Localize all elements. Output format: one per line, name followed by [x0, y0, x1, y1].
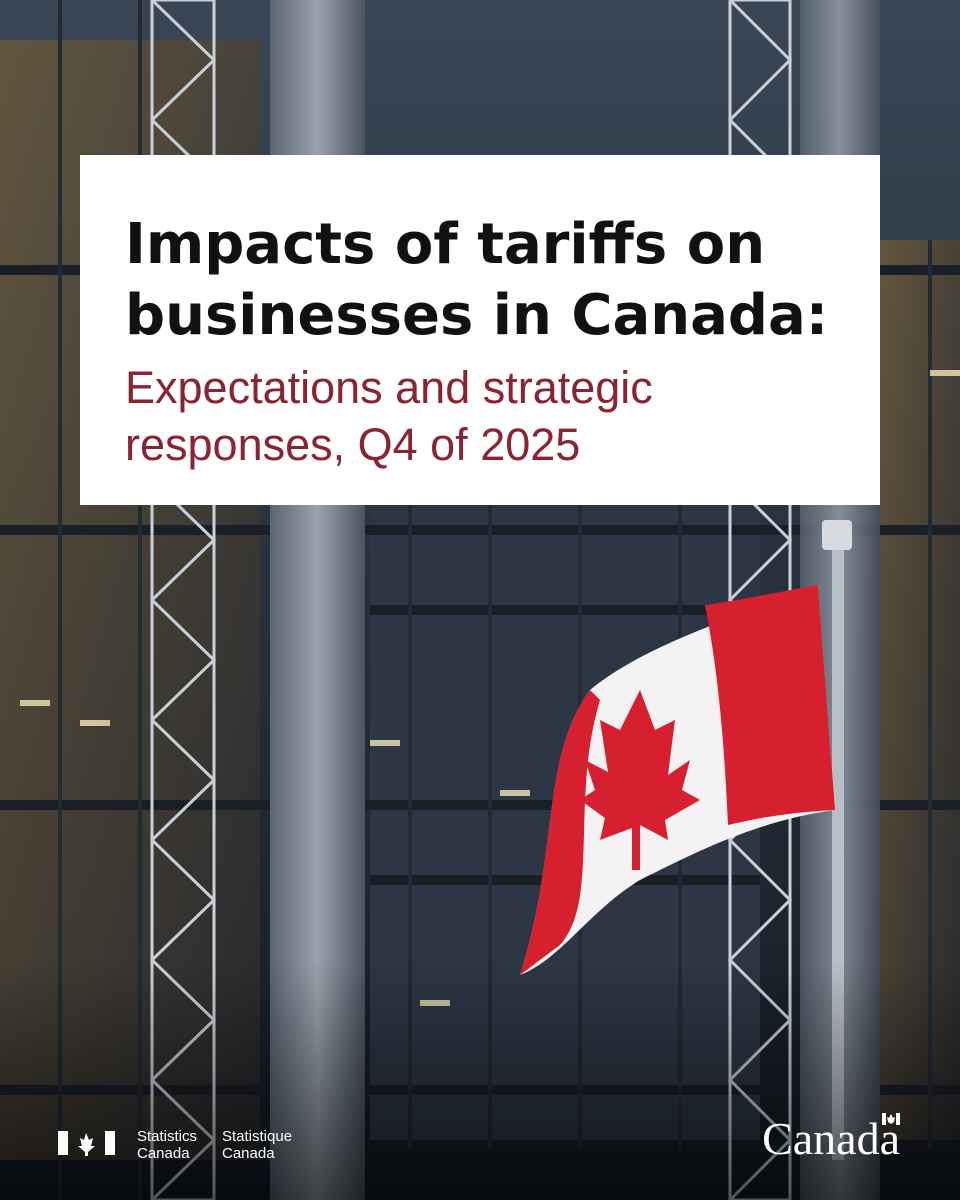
title-line: Impacts of tariffs on	[125, 212, 765, 277]
footer-text: Canada	[137, 1145, 190, 1162]
subtitle-line: Expectations and strategic	[125, 362, 653, 413]
title-box	[80, 155, 880, 505]
subtitle-line: responses, Q4 of 2025	[125, 419, 580, 470]
footer-text: Statistics	[137, 1128, 197, 1145]
wordmark-flag	[882, 1113, 900, 1125]
canada-wordmark: Canada	[762, 1113, 900, 1164]
footer-text: Canada	[222, 1145, 275, 1162]
footer-text: Statistique	[222, 1128, 292, 1145]
statcan-logo	[58, 1131, 115, 1156]
title-line: businesses in Canada:	[125, 283, 828, 348]
